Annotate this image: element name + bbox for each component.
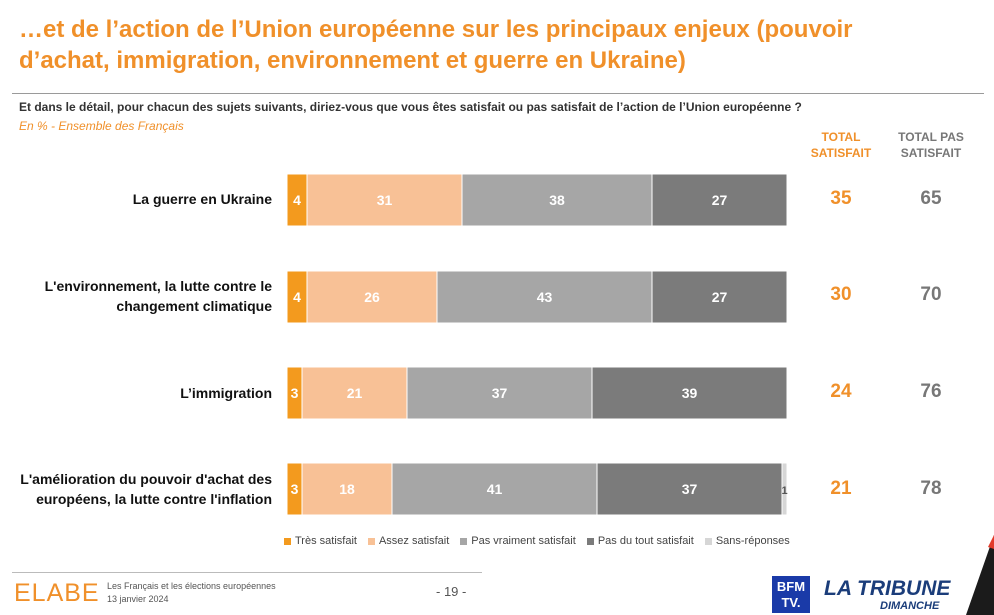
la-tribune-logo: LA TRIBUNE DIMANCHE bbox=[824, 577, 951, 613]
bar-pas-du-tout-satisfait-row-2 bbox=[651, 270, 788, 324]
corner-decoration-icon bbox=[966, 535, 994, 615]
bar-label-assez-satisfait-row-2: 26 bbox=[364, 289, 380, 305]
page-number: - 19 - bbox=[436, 584, 467, 599]
footer-divider bbox=[12, 572, 482, 573]
bar-pas-du-tout-satisfait-row-4 bbox=[596, 462, 783, 516]
legend-label-pas-du-tout-satisfait: Pas du tout satisfait bbox=[597, 535, 694, 547]
bar-label-tres-satisfait-row-4: 3 bbox=[291, 481, 299, 497]
legend-swatch-pas-vraiment-satisfait bbox=[460, 537, 468, 545]
total-not-satisfied-immigration: 76 bbox=[920, 381, 942, 402]
title-divider bbox=[12, 93, 984, 94]
la-tribune-logo-main: LA TRIBUNE bbox=[824, 577, 951, 600]
bar-label-assez-satisfait-row-4: 18 bbox=[339, 481, 355, 497]
bar-label-pas-du-tout-satisfait-row-2: 27 bbox=[712, 289, 728, 305]
bar-sans-reponses-row-4 bbox=[781, 462, 788, 516]
legend-item-pas-du-tout-satisfait: Pas du tout satisfait bbox=[586, 535, 694, 547]
bar-label-tres-satisfait-row-2: 4 bbox=[293, 289, 301, 305]
bar-assez-satisfait-row-1 bbox=[306, 173, 463, 227]
la-tribune-logo-sub: DIMANCHE bbox=[880, 600, 940, 612]
bar-pas-vraiment-satisfait-row-2 bbox=[436, 270, 653, 324]
total-not-satisfied-environnement: 70 bbox=[920, 284, 942, 305]
total-not-satisfied-pouvoir-achat: 78 bbox=[920, 478, 942, 499]
total-not-satisfied-ukraine: 65 bbox=[920, 188, 942, 209]
bar-pas-vraiment-satisfait-row-1 bbox=[461, 173, 653, 227]
bar-label-pas-vraiment-satisfait-row-3: 37 bbox=[492, 385, 508, 401]
legend-label-sans-reponses: Sans-réponses bbox=[715, 535, 790, 547]
footer-info: Les Français et les élections européenne… bbox=[107, 580, 276, 606]
bar-pas-vraiment-satisfait-row-3 bbox=[406, 366, 593, 420]
bar-label-pas-du-tout-satisfait-row-4: 37 bbox=[682, 481, 698, 497]
legend-label-assez-satisfait: Assez satisfait bbox=[378, 535, 450, 547]
bfm-tv-logo: BFM TV. bbox=[772, 576, 810, 613]
bar-label-sans-reponses-row-4: 1 bbox=[781, 485, 787, 497]
bar-label-pas-vraiment-satisfait-row-2: 43 bbox=[537, 289, 553, 305]
bar-label-pas-du-tout-satisfait-row-1: 27 bbox=[712, 192, 728, 208]
total-satisfied-immigration: 24 bbox=[830, 381, 852, 402]
bar-label-tres-satisfait-row-1: 4 bbox=[293, 192, 301, 208]
bar-pas-du-tout-satisfait-row-3 bbox=[591, 366, 788, 420]
bar-label-pas-du-tout-satisfait-row-3: 39 bbox=[682, 385, 698, 401]
legend-item-pas-vraiment-satisfait: Pas vraiment satisfait bbox=[460, 535, 576, 547]
legend-label-tres-satisfait: Très satisfait bbox=[295, 535, 357, 547]
elabe-logo: ELABE bbox=[14, 579, 100, 607]
total-satisfied-ukraine: 35 bbox=[830, 188, 852, 209]
row-label-pouvoir-achat: L'amélioration du pouvoir d'achat des eu… bbox=[20, 471, 272, 507]
row-label-immigration: L’immigration bbox=[180, 385, 272, 401]
legend-item-sans-reponses: Sans-réponses bbox=[704, 535, 790, 547]
legend-swatch-assez-satisfait bbox=[367, 537, 375, 545]
total-satisfied-environnement: 30 bbox=[830, 284, 852, 305]
page-title: …et de l’action de l’Union européenne su… bbox=[19, 16, 853, 74]
legend-swatch-sans-reponses bbox=[704, 537, 712, 545]
bar-pas-du-tout-satisfait-row-1 bbox=[651, 173, 788, 227]
legend-item-assez-satisfait: Assez satisfait bbox=[367, 535, 450, 547]
bar-assez-satisfait-row-2 bbox=[306, 270, 438, 324]
bar-label-pas-vraiment-satisfait-row-1: 38 bbox=[549, 192, 565, 208]
total-satisfied-pouvoir-achat: 21 bbox=[830, 478, 852, 499]
bar-assez-satisfait-row-4 bbox=[301, 462, 393, 516]
column-header-total-satisfied: TOTAL SATISFAIT bbox=[810, 130, 872, 160]
chart-legend: Très satisfait Assez satisfait Pas vraim… bbox=[284, 535, 790, 547]
legend-swatch-tres-satisfait bbox=[284, 537, 291, 545]
bar-label-tres-satisfait-row-3: 3 bbox=[291, 385, 299, 401]
column-header-total-not-satisfied: TOTAL PAS SATISFAIT bbox=[898, 130, 964, 160]
legend-label-pas-vraiment-satisfait: Pas vraiment satisfait bbox=[471, 535, 576, 547]
legend-swatch-pas-du-tout-satisfait bbox=[586, 537, 594, 545]
row-label-environnement: L'environnement, la lutte contre le chan… bbox=[44, 278, 272, 314]
footer-study-title: Les Français et les élections européenne… bbox=[107, 581, 276, 591]
legend-item-tres-satisfait: Très satisfait bbox=[284, 535, 357, 547]
bar-label-pas-vraiment-satisfait-row-4: 41 bbox=[487, 481, 503, 497]
bar-label-assez-satisfait-row-3: 21 bbox=[347, 385, 363, 401]
survey-question: Et dans le détail, pour chacun des sujet… bbox=[19, 100, 802, 114]
bar-pas-vraiment-satisfait-row-4 bbox=[391, 462, 598, 516]
bar-label-assez-satisfait-row-1: 31 bbox=[377, 192, 393, 208]
footer-date: 13 janvier 2024 bbox=[107, 594, 169, 604]
survey-base: En % - Ensemble des Français bbox=[19, 119, 184, 133]
row-label-ukraine: La guerre en Ukraine bbox=[132, 191, 272, 207]
